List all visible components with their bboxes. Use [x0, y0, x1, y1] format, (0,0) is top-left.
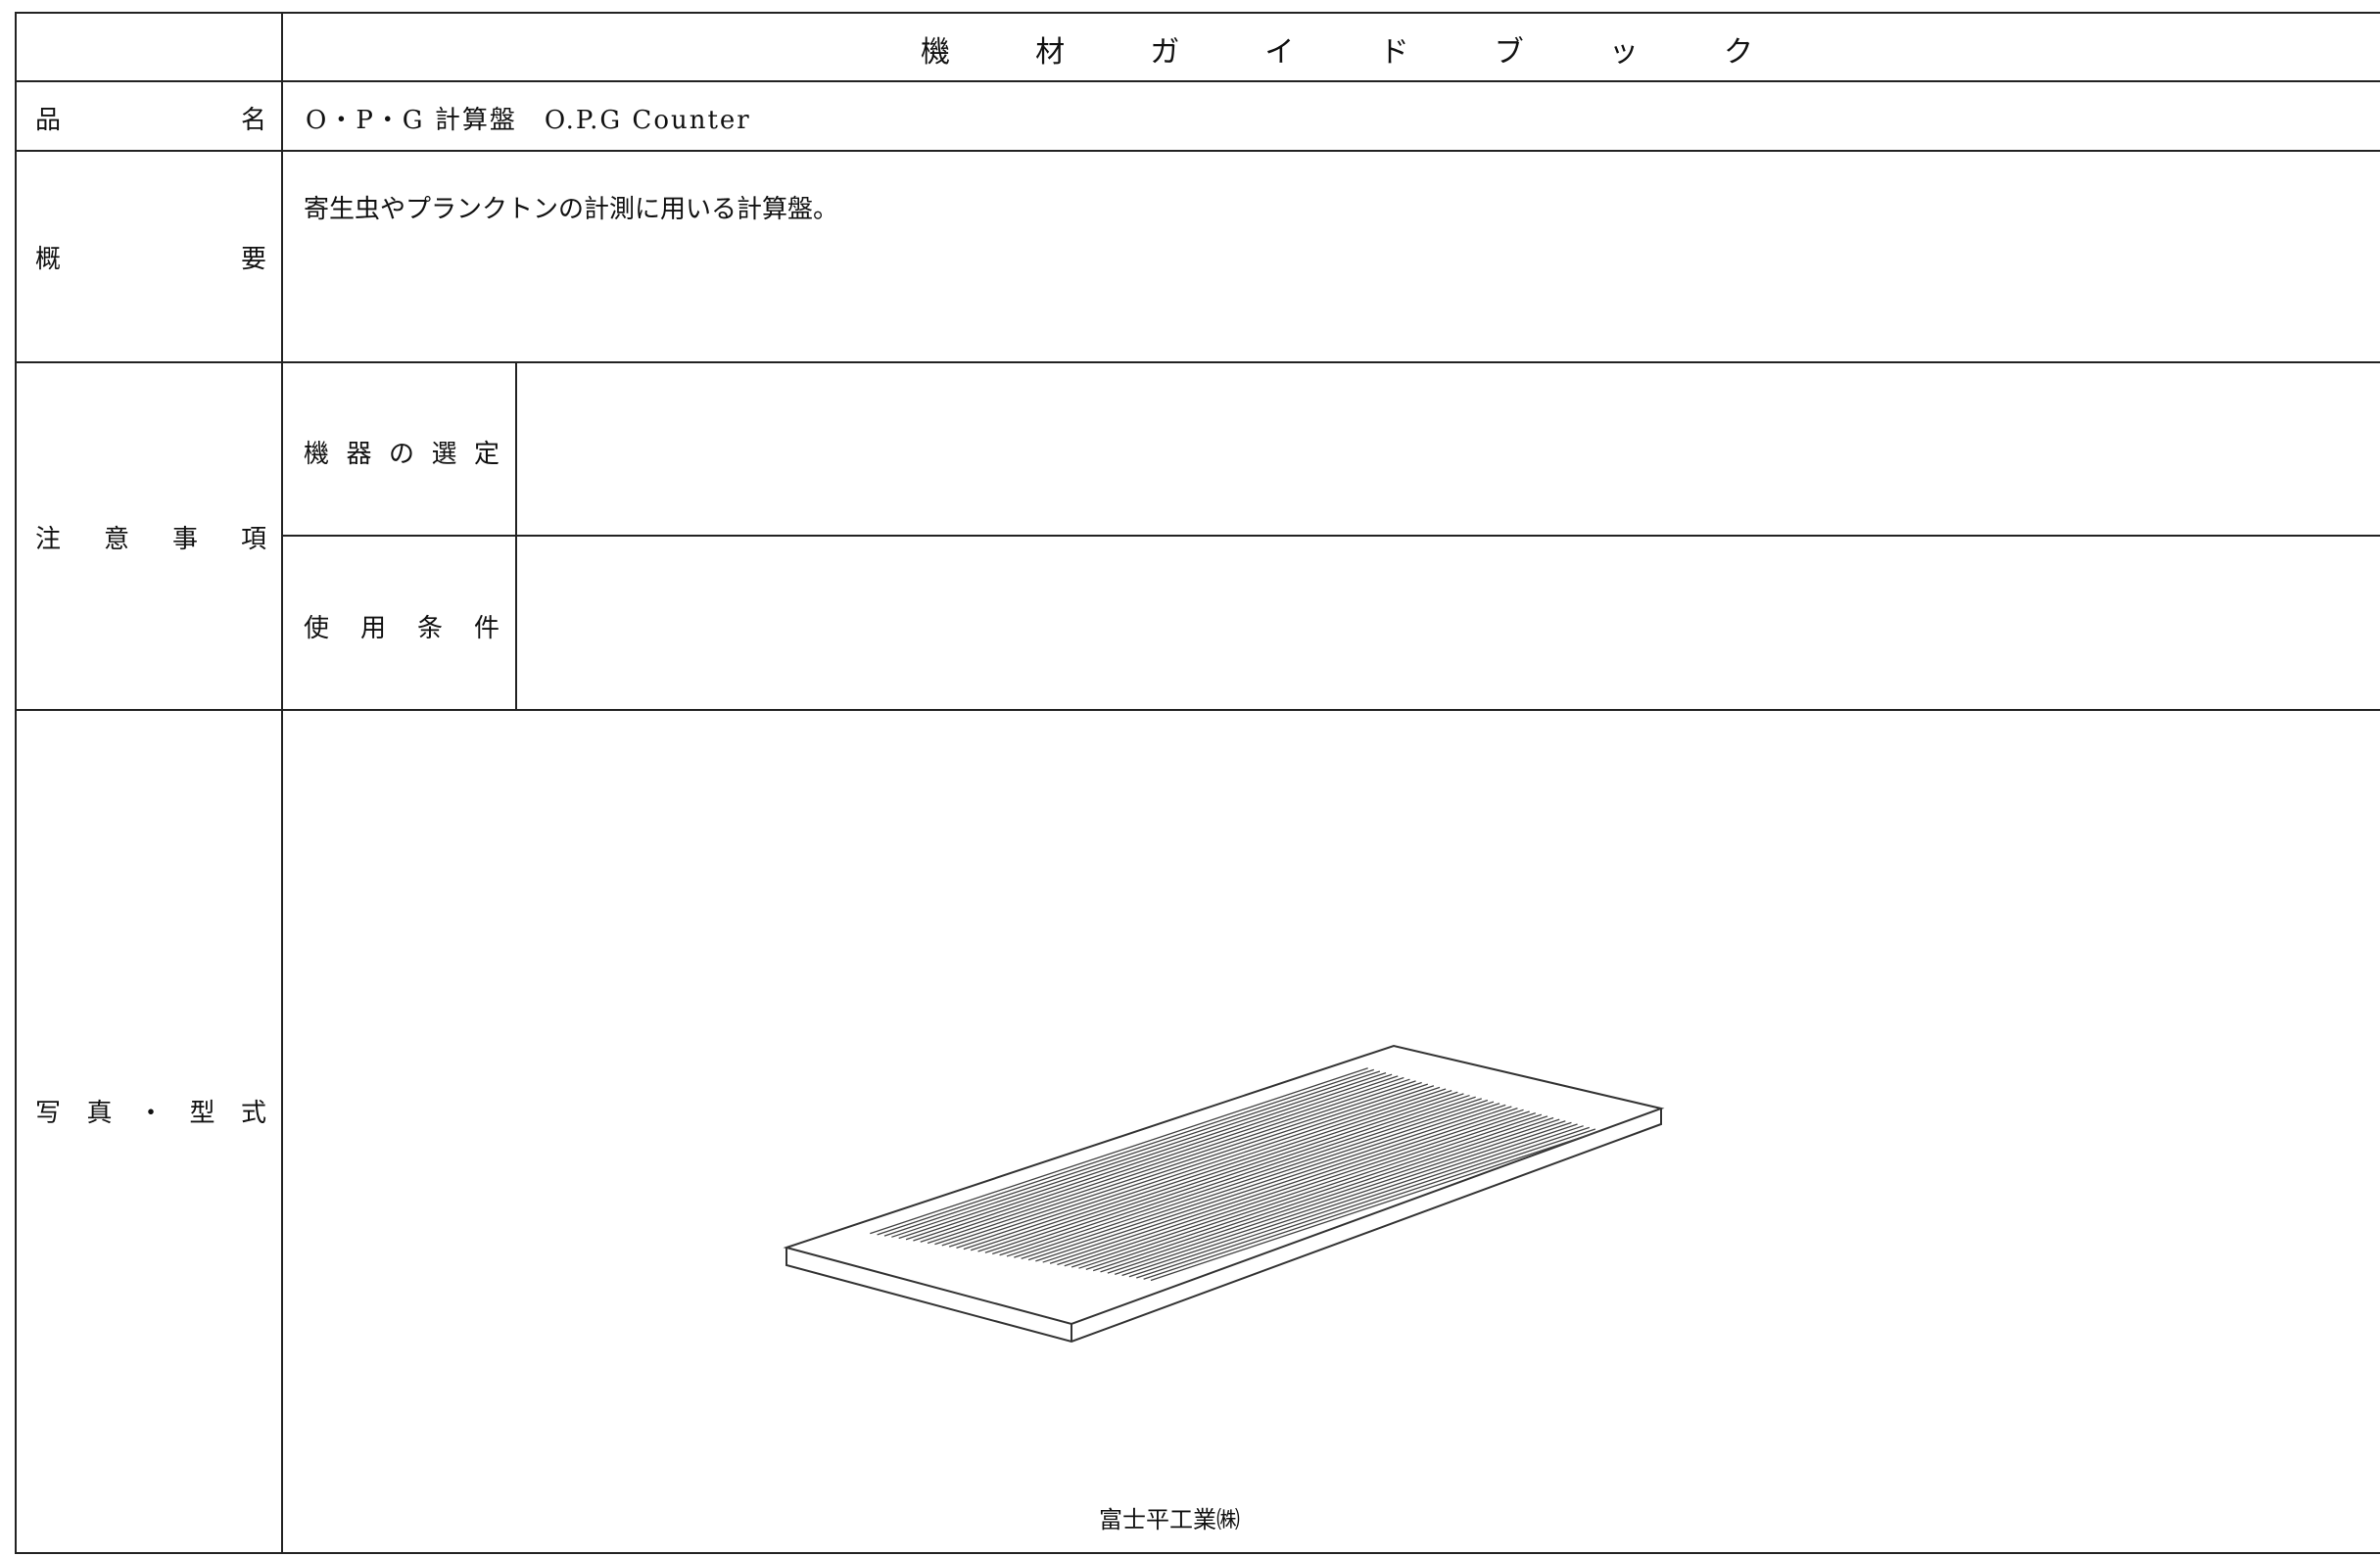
groove — [1021, 1101, 1495, 1260]
groove — [1085, 1115, 1548, 1271]
label: 概要 — [35, 245, 266, 274]
groove — [913, 1076, 1404, 1242]
rule — [282, 535, 2380, 537]
groove — [984, 1093, 1464, 1253]
groove — [877, 1068, 1374, 1236]
groove — [1049, 1108, 1518, 1264]
groove — [1092, 1116, 1554, 1272]
rule — [15, 150, 2380, 152]
groove — [1057, 1109, 1524, 1266]
groove — [977, 1091, 1458, 1252]
groove — [927, 1080, 1416, 1245]
rule — [15, 1552, 2380, 1554]
groove — [1027, 1103, 1500, 1261]
groove — [1107, 1120, 1566, 1274]
rule — [515, 361, 517, 710]
groove — [1071, 1111, 1536, 1268]
groove — [1042, 1106, 1512, 1263]
groove — [948, 1085, 1435, 1248]
groove — [1014, 1099, 1489, 1258]
groove — [934, 1081, 1422, 1246]
groove — [920, 1078, 1410, 1243]
title: 機材ガイドブック — [921, 35, 1753, 70]
groove — [1100, 1118, 1560, 1273]
label: 機器の選定 — [304, 440, 500, 469]
rule — [15, 361, 2380, 363]
rule — [15, 80, 2380, 82]
groove — [970, 1090, 1452, 1251]
label: 品名 — [35, 106, 266, 135]
value: 寄生虫やプランクトンの計測に用いる計算盤。 — [304, 195, 839, 224]
label: 使用条件 — [304, 614, 500, 643]
rule — [15, 12, 2380, 14]
groove — [1064, 1110, 1530, 1267]
groove — [1136, 1126, 1590, 1279]
rule — [15, 12, 17, 1554]
groove — [1121, 1123, 1578, 1277]
groove — [963, 1088, 1447, 1250]
groove — [1006, 1098, 1482, 1257]
label: 注意事項 — [35, 525, 266, 554]
groove — [1143, 1128, 1596, 1280]
groove — [1115, 1121, 1572, 1275]
groove — [870, 1067, 1368, 1235]
groove — [898, 1073, 1393, 1240]
grooves — [870, 1067, 1602, 1282]
counter-board — [783, 1044, 1665, 1344]
groove — [992, 1094, 1470, 1255]
groove — [1128, 1125, 1584, 1278]
groove — [891, 1072, 1387, 1238]
groove — [941, 1083, 1428, 1247]
groove — [1150, 1129, 1602, 1282]
label: 写真・型式 — [35, 1099, 266, 1128]
groove — [905, 1075, 1399, 1241]
value: O・P・G 計算盤 O.P.G Counter — [306, 106, 751, 135]
groove — [1035, 1104, 1506, 1262]
groove — [883, 1070, 1381, 1237]
rule — [281, 12, 283, 1554]
caption: 富士平工業㈱ — [1099, 1506, 1240, 1533]
groove — [999, 1096, 1476, 1256]
rule — [15, 709, 2380, 711]
groove — [956, 1086, 1441, 1249]
groove — [1078, 1113, 1543, 1269]
